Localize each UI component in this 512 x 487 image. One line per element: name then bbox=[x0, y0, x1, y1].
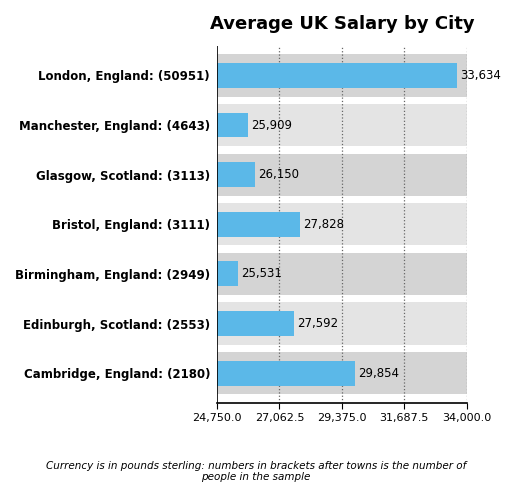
Bar bbox=[217, 262, 238, 286]
Bar bbox=[217, 153, 466, 196]
Bar bbox=[217, 352, 466, 394]
Bar bbox=[217, 361, 355, 386]
Text: Currency is in pounds sterling: numbers in brackets after towns is the number of: Currency is in pounds sterling: numbers … bbox=[46, 461, 466, 482]
Bar bbox=[217, 311, 294, 336]
Bar bbox=[217, 302, 466, 345]
Text: 25,531: 25,531 bbox=[241, 267, 282, 281]
Title: Average UK Salary by City: Average UK Salary by City bbox=[209, 15, 474, 33]
Bar bbox=[217, 253, 466, 295]
Bar bbox=[217, 112, 248, 137]
Text: 33,634: 33,634 bbox=[460, 69, 501, 82]
Bar bbox=[217, 63, 457, 88]
Bar bbox=[217, 203, 466, 245]
Text: 25,909: 25,909 bbox=[251, 118, 292, 131]
Bar bbox=[217, 55, 466, 96]
Bar bbox=[217, 104, 466, 146]
Bar bbox=[217, 162, 255, 187]
Text: 27,828: 27,828 bbox=[304, 218, 345, 231]
Text: 29,854: 29,854 bbox=[358, 367, 399, 379]
Bar bbox=[217, 212, 300, 237]
Text: 26,150: 26,150 bbox=[258, 168, 299, 181]
Text: 27,592: 27,592 bbox=[297, 317, 338, 330]
